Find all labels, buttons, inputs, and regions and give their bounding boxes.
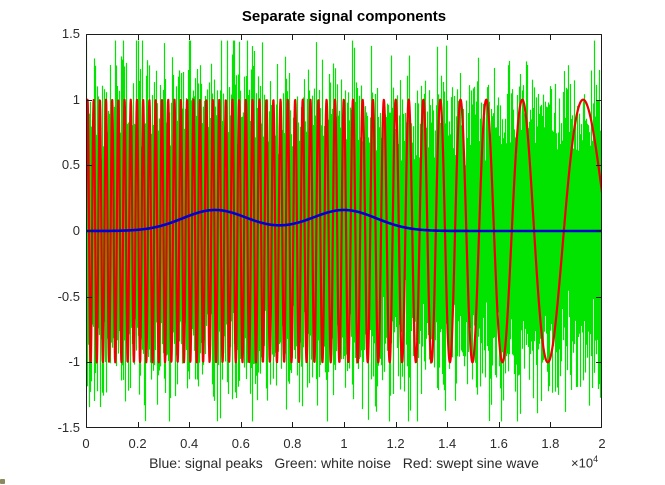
plot-area bbox=[86, 34, 602, 428]
y-tick-label: 0.5 bbox=[61, 157, 80, 173]
chart-title: Separate signal components bbox=[241, 8, 447, 25]
y-tick-label: -1.5 bbox=[57, 420, 80, 435]
y-tick-label: -1 bbox=[68, 354, 80, 370]
x-tick-label: 1 bbox=[340, 436, 348, 451]
screen-artifact bbox=[0, 479, 5, 484]
x-tick-label: 0 bbox=[82, 436, 90, 451]
x-tick-label: 1.8 bbox=[541, 436, 560, 451]
y-tick-label: 1.5 bbox=[61, 26, 80, 41]
x-tick-label: 2 bbox=[598, 436, 606, 451]
y-tick-label: 1 bbox=[72, 91, 80, 107]
y-tick-label: 0 bbox=[72, 223, 80, 238]
x-axis-exponent-label: ×104 bbox=[571, 454, 598, 470]
exponent-value-text: 4 bbox=[593, 454, 599, 464]
x-tick-label: 0.2 bbox=[128, 436, 147, 451]
x-tick-label: 0.8 bbox=[283, 436, 302, 451]
x-tick-label: 0.4 bbox=[180, 436, 199, 451]
x-tick-label: 1.2 bbox=[386, 436, 405, 451]
y-tick-label: -0.5 bbox=[57, 288, 80, 304]
x-tick-label: 1.6 bbox=[489, 436, 508, 451]
x-tick-label: 0.6 bbox=[231, 436, 250, 451]
plot-canvas bbox=[86, 34, 602, 428]
exponent-base-text: ×10 bbox=[571, 455, 594, 471]
x-tick-label: 1.4 bbox=[438, 436, 457, 451]
x-axis-label: Blue: signal peaks Green: white noise Re… bbox=[149, 455, 539, 471]
